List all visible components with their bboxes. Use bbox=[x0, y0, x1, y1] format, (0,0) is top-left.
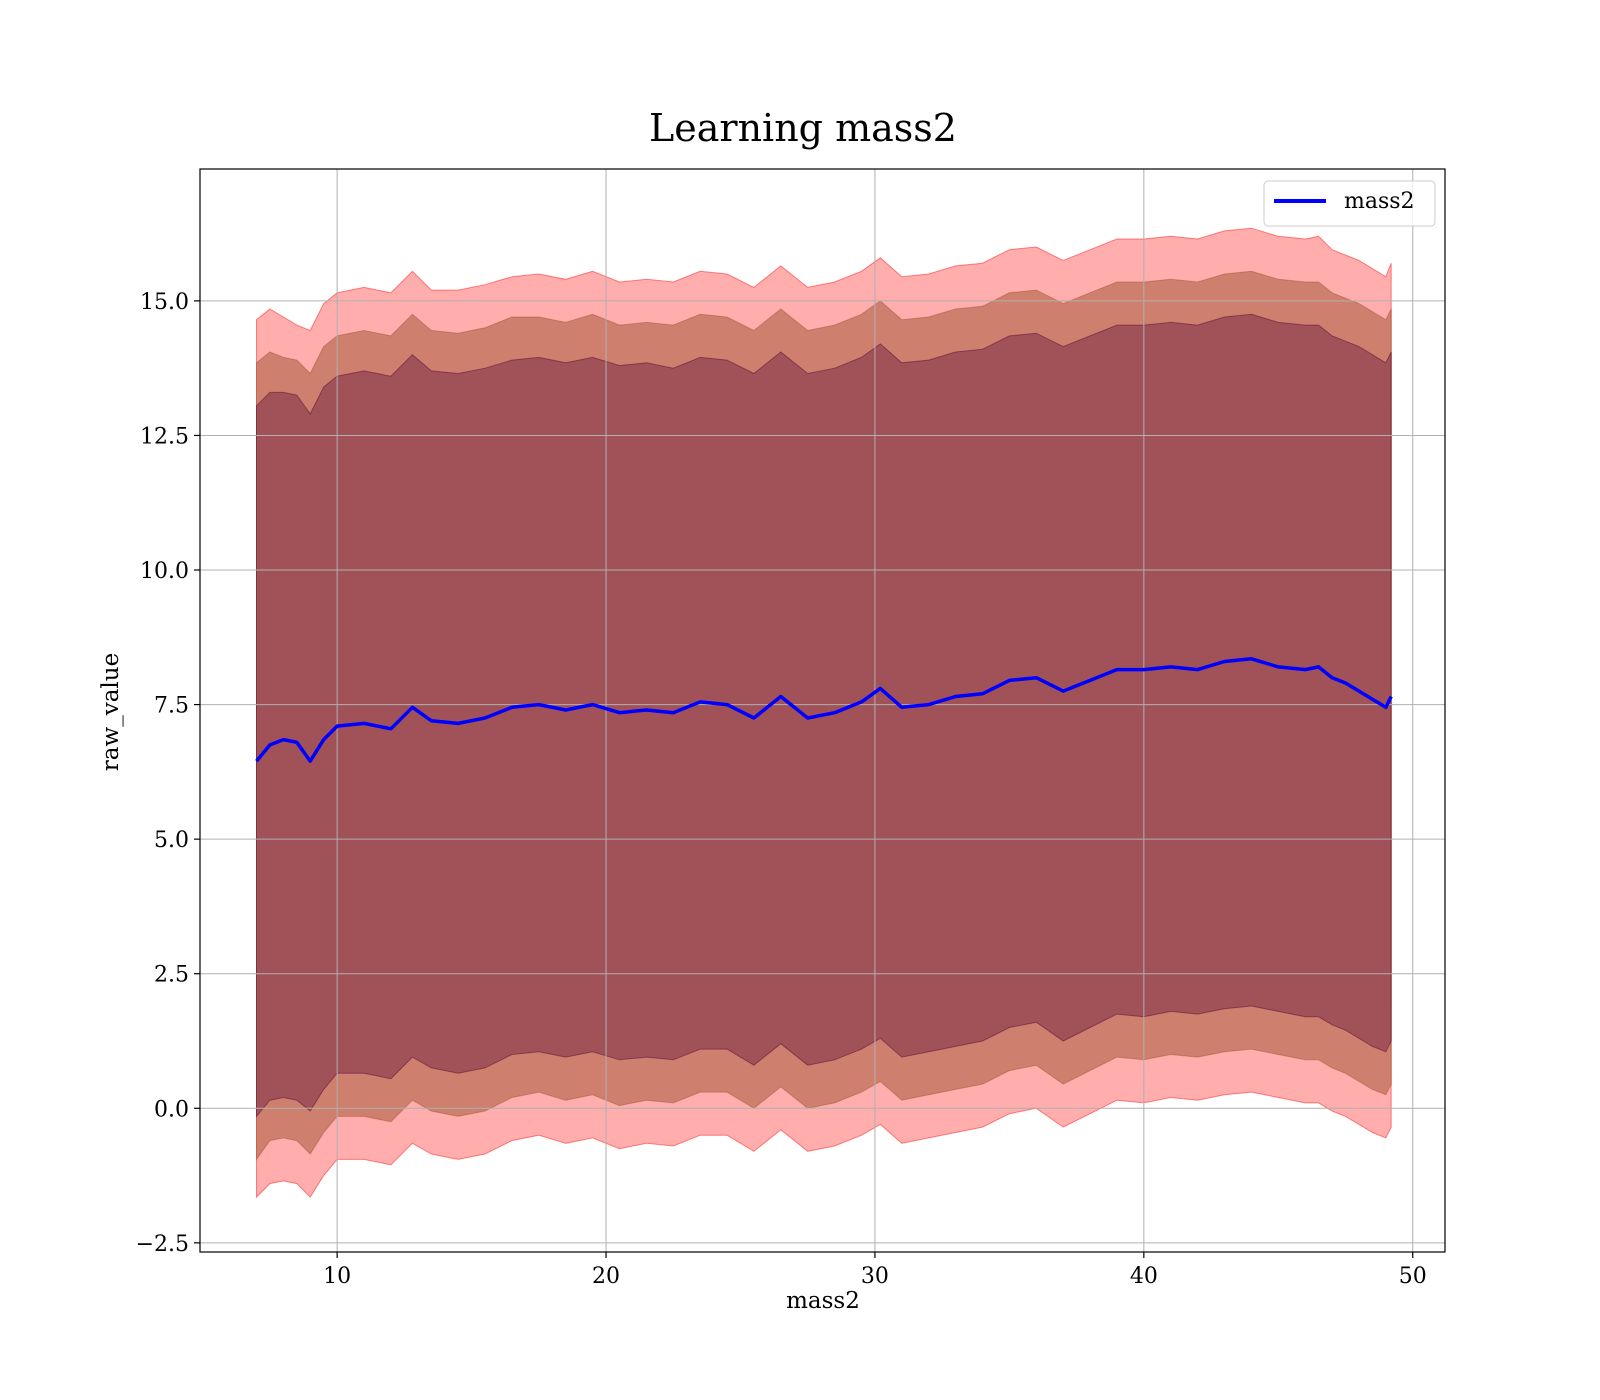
x-tick-label: 40 bbox=[1130, 1264, 1158, 1289]
x-tick-label: 20 bbox=[592, 1264, 620, 1289]
x-tick-label: 30 bbox=[861, 1264, 889, 1289]
y-tick-label: 10.0 bbox=[140, 559, 189, 584]
legend: mass2 bbox=[1263, 180, 1436, 227]
x-tick-label: 50 bbox=[1399, 1264, 1427, 1289]
legend-box bbox=[1263, 180, 1436, 227]
confidence-bands bbox=[256, 227, 1392, 1199]
grid bbox=[200, 169, 1445, 1252]
y-axis-ticks: −2.5 0.0 2.5 5.0 7.5 10.0 12.5 15.0 bbox=[136, 290, 200, 1257]
y-axis-label: raw_value bbox=[98, 653, 124, 771]
y-tick-label: 5.0 bbox=[154, 828, 189, 853]
x-tick-label: 10 bbox=[323, 1264, 351, 1289]
plot-frame bbox=[199, 168, 1446, 1253]
y-tick-label: 15.0 bbox=[140, 290, 189, 315]
y-tick-label: 12.5 bbox=[140, 424, 189, 449]
y-tick-label: 2.5 bbox=[154, 963, 189, 988]
y-tick-label: 0.0 bbox=[154, 1097, 189, 1122]
series-line-mass2 bbox=[255, 657, 1393, 763]
x-axis-ticks: 10 20 30 40 50 bbox=[323, 1252, 1427, 1289]
y-tick-label: 7.5 bbox=[154, 694, 189, 719]
plot-area bbox=[199, 168, 1446, 1253]
chart-title: Learning mass2 bbox=[649, 106, 957, 150]
series-lines bbox=[255, 657, 1393, 763]
legend-label: mass2 bbox=[1344, 189, 1415, 214]
y-tick-label: −2.5 bbox=[136, 1232, 189, 1257]
x-axis-label: mass2 bbox=[786, 1288, 860, 1314]
